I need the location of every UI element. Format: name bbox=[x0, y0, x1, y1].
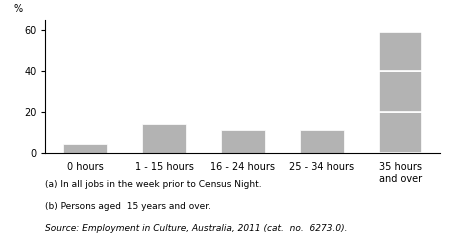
Text: (a) In all jobs in the week prior to Census Night.: (a) In all jobs in the week prior to Cen… bbox=[45, 180, 262, 189]
Text: (b) Persons aged  15 years and over.: (b) Persons aged 15 years and over. bbox=[45, 202, 212, 211]
Bar bbox=[379, 71, 422, 112]
Bar bbox=[142, 124, 186, 153]
Text: Source: Employment in Culture, Australia, 2011 (cat.  no.  6273.0).: Source: Employment in Culture, Australia… bbox=[45, 224, 348, 233]
Bar bbox=[379, 112, 422, 153]
Text: %: % bbox=[14, 4, 23, 14]
Bar bbox=[221, 130, 265, 153]
Bar bbox=[64, 144, 107, 153]
Bar bbox=[379, 32, 422, 71]
Bar bbox=[300, 130, 344, 153]
